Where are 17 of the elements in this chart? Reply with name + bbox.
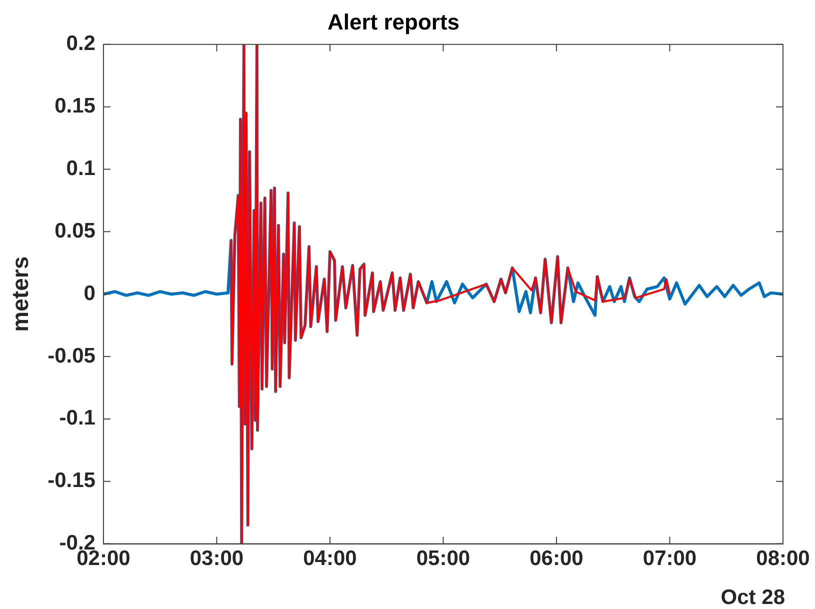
x-tick-label: 04:00: [303, 547, 357, 570]
x-tick-label: 03:00: [190, 547, 244, 570]
x-tick-label: 05:00: [416, 547, 470, 570]
x-tick-label: 08:00: [756, 547, 810, 570]
chart-title: Alert reports: [327, 9, 460, 34]
x-tick-label: 07:00: [642, 547, 697, 570]
y-tick-label: -0.1: [59, 406, 96, 430]
y-axis-title: meters: [7, 256, 34, 332]
y-tick-label: 0.15: [54, 94, 96, 118]
y-tick-label: 0.05: [54, 219, 96, 242]
y-tick-label: 0.2: [66, 32, 96, 56]
y-tick-label: -0.15: [48, 469, 96, 492]
y-tick-label: -0.05: [48, 344, 96, 368]
y-tick-label: 0.1: [66, 157, 96, 180]
x-tick-label: 06:00: [530, 547, 584, 570]
y-tick-label: 0: [84, 282, 96, 305]
text: Oct 28: [720, 586, 786, 609]
